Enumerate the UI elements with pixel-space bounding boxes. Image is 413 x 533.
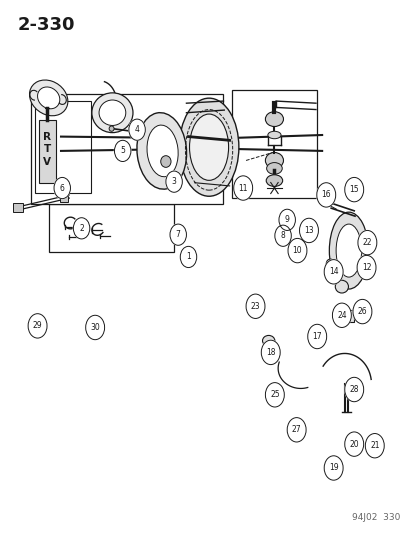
Circle shape	[128, 119, 145, 140]
Ellipse shape	[115, 145, 121, 153]
Circle shape	[180, 246, 196, 268]
Circle shape	[54, 177, 70, 199]
Ellipse shape	[335, 224, 361, 277]
Text: 15: 15	[349, 185, 358, 194]
Circle shape	[261, 340, 280, 365]
Ellipse shape	[174, 226, 182, 238]
Ellipse shape	[38, 87, 59, 109]
Text: 5: 5	[120, 147, 125, 156]
Ellipse shape	[160, 156, 171, 167]
Text: 16: 16	[320, 190, 330, 199]
Text: 12: 12	[361, 263, 370, 272]
Text: 1: 1	[186, 253, 190, 262]
Text: 28: 28	[349, 385, 358, 394]
Circle shape	[316, 183, 335, 207]
Circle shape	[28, 314, 47, 338]
Circle shape	[332, 303, 351, 327]
Text: 9: 9	[284, 215, 289, 224]
Text: 20: 20	[349, 440, 358, 449]
Text: 10: 10	[292, 246, 301, 255]
Text: 19: 19	[328, 464, 338, 472]
Text: V: V	[43, 157, 51, 167]
Text: 21: 21	[369, 441, 379, 450]
Circle shape	[278, 209, 295, 230]
Bar	[231, 91, 316, 198]
Ellipse shape	[137, 112, 186, 189]
Ellipse shape	[92, 93, 133, 133]
Circle shape	[274, 225, 291, 246]
Text: 94J02  330: 94J02 330	[351, 513, 399, 522]
Ellipse shape	[29, 80, 68, 116]
Text: 22: 22	[362, 238, 371, 247]
Text: R: R	[43, 132, 51, 142]
Bar	[59, 194, 68, 202]
Bar	[13, 203, 23, 213]
Circle shape	[287, 418, 305, 442]
Bar	[49, 204, 174, 252]
Text: 30: 30	[90, 323, 100, 332]
Polygon shape	[333, 310, 354, 322]
Ellipse shape	[262, 335, 274, 346]
Text: 26: 26	[357, 307, 366, 316]
Ellipse shape	[179, 98, 238, 196]
Text: 24: 24	[336, 311, 346, 320]
Text: 7: 7	[176, 230, 180, 239]
Circle shape	[114, 140, 131, 161]
Text: 29: 29	[33, 321, 42, 330]
Ellipse shape	[265, 112, 283, 126]
Text: 11: 11	[238, 183, 247, 192]
Circle shape	[73, 217, 90, 239]
Circle shape	[356, 255, 375, 280]
Circle shape	[364, 433, 383, 458]
Text: 4: 4	[134, 125, 139, 134]
Ellipse shape	[109, 126, 114, 131]
Circle shape	[323, 260, 342, 284]
Ellipse shape	[335, 280, 348, 293]
Circle shape	[344, 377, 363, 402]
Ellipse shape	[189, 114, 228, 180]
Text: 27: 27	[291, 425, 301, 434]
Circle shape	[352, 300, 371, 324]
Ellipse shape	[147, 125, 178, 177]
Bar	[39, 120, 55, 183]
Circle shape	[287, 238, 306, 263]
Text: 14: 14	[328, 268, 338, 276]
Bar	[31, 94, 222, 204]
Text: 6: 6	[59, 183, 64, 192]
Text: 2: 2	[79, 224, 84, 233]
Circle shape	[170, 224, 186, 245]
Circle shape	[265, 383, 284, 407]
Ellipse shape	[266, 163, 282, 174]
Text: 23: 23	[250, 302, 260, 311]
Text: 2-330: 2-330	[18, 15, 75, 34]
Ellipse shape	[99, 100, 126, 125]
Ellipse shape	[291, 244, 298, 252]
Circle shape	[299, 218, 318, 243]
Text: 17: 17	[312, 332, 321, 341]
Circle shape	[307, 324, 326, 349]
Ellipse shape	[329, 212, 368, 289]
Circle shape	[344, 177, 363, 202]
Circle shape	[323, 456, 342, 480]
Circle shape	[245, 294, 264, 318]
Text: 8: 8	[280, 231, 285, 240]
Ellipse shape	[267, 131, 280, 139]
Ellipse shape	[265, 152, 283, 168]
Circle shape	[166, 171, 182, 192]
Bar	[35, 101, 91, 193]
Text: 25: 25	[269, 390, 279, 399]
Text: 18: 18	[265, 348, 275, 357]
Circle shape	[344, 432, 363, 456]
Circle shape	[233, 176, 252, 200]
Text: 3: 3	[171, 177, 176, 186]
Text: 13: 13	[304, 226, 313, 235]
Text: T: T	[44, 144, 51, 155]
Ellipse shape	[325, 259, 334, 269]
Ellipse shape	[266, 175, 282, 187]
Circle shape	[85, 316, 104, 340]
Circle shape	[357, 230, 376, 255]
